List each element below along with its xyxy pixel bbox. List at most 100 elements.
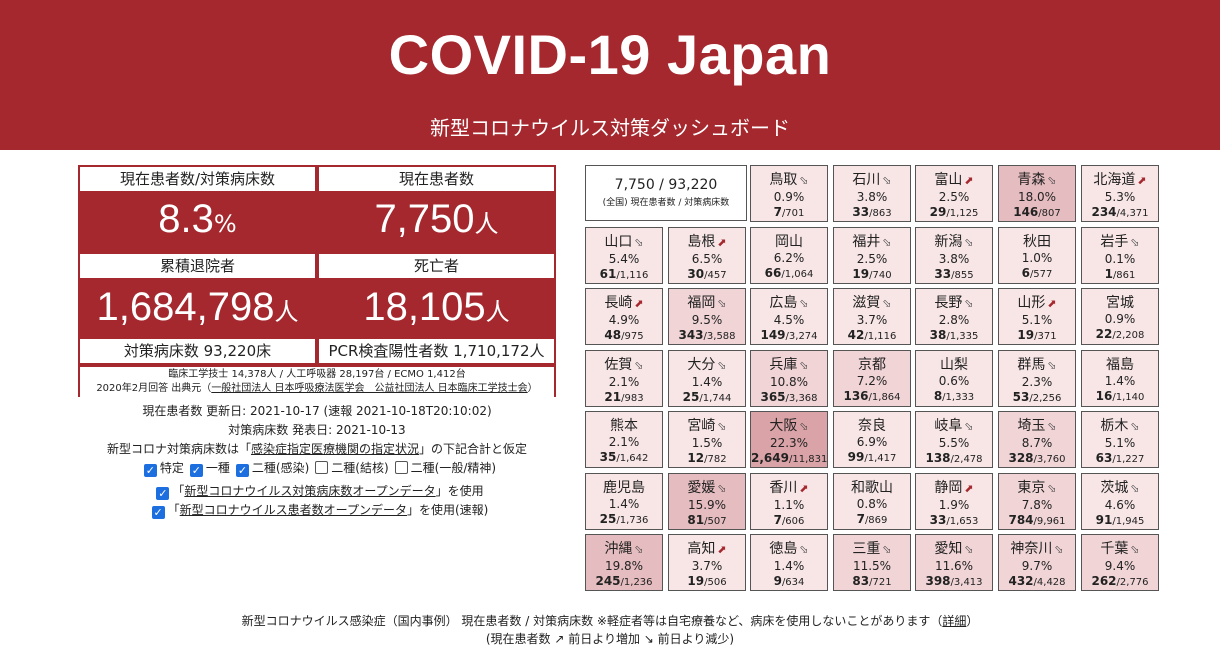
details-link[interactable]: 詳細 (942, 614, 967, 628)
prefecture-name: 島根 ⬈ (687, 234, 727, 250)
prefecture-name: 滋賀 ⬂ (852, 295, 892, 311)
prefecture-tile[interactable]: 滋賀 ⬂ 3.7% 42/1,116 (833, 288, 911, 345)
prefecture-ratio: 3.7% (856, 313, 888, 327)
prefecture-tile[interactable]: 埼玉 ⬂ 8.7% 328/3,760 (998, 411, 1076, 468)
prefecture-tile[interactable]: 愛知 ⬂ 11.6% 398/3,413 (915, 534, 993, 591)
use-beds-checkbox[interactable]: ✓ (156, 487, 170, 500)
bed-type-checkbox[interactable]: ✓ (143, 464, 157, 477)
footer-line1: 新型コロナウイルス感染症（国内事例） 現在患者数 / 対策病床数 ※軽症者等は自… (241, 614, 979, 628)
prefecture-counts: 343/3,588 (678, 328, 736, 342)
prefecture-tile[interactable]: 佐賀 ⬂ 2.1% 21/983 (585, 350, 663, 407)
prefecture-tile[interactable]: 高知 ⬈ 3.7% 19/506 (668, 534, 746, 591)
prefecture-tile[interactable]: 秋田 1.0% 6/577 (998, 227, 1076, 284)
prefecture-counts: 61/1,116 (599, 267, 649, 281)
prefecture-tile[interactable]: 香川 ⬈ 1.1% 7/606 (750, 473, 828, 530)
prefecture-tile[interactable]: 岐阜 ⬂ 5.5% 138/2,478 (915, 411, 993, 468)
prefecture-ratio: 2.8% (938, 313, 970, 327)
prefecture-tile[interactable]: 福井 ⬂ 2.5% 19/740 (833, 227, 911, 284)
prefecture-tile[interactable]: 宮崎 ⬂ 1.5% 12/782 (668, 411, 746, 468)
prefecture-ratio: 5.1% (1021, 313, 1053, 327)
prefecture-name: 和歌山 (851, 480, 893, 496)
prefecture-tile[interactable]: 福島 1.4% 16/1,140 (1081, 350, 1159, 407)
prefecture-tile[interactable]: 島根 ⬈ 6.5% 30/457 (668, 227, 746, 284)
prefecture-ratio: 1.4% (1104, 374, 1136, 388)
national-total-tile[interactable]: 7,750 / 93,220 (全国) 現在患者数 / 対策病床数 (585, 165, 747, 221)
prefecture-tile[interactable]: 石川 ⬂ 3.8% 33/863 (833, 165, 911, 222)
prefecture-tile[interactable]: 広島 ⬂ 4.5% 149/3,274 (750, 288, 828, 345)
prefecture-tile[interactable]: 静岡 ⬈ 1.9% 33/1,653 (915, 473, 993, 530)
prefecture-counts: 7/606 (773, 513, 805, 527)
bed-type-option[interactable]: ✓ 特定 (143, 461, 184, 477)
prefecture-counts: 48/975 (604, 328, 644, 342)
prefecture-tile[interactable]: 茨城 ⬂ 4.6% 91/1,945 (1081, 473, 1159, 530)
prefecture-tile[interactable]: 東京 ⬂ 7.8% 784/9,961 (998, 473, 1076, 530)
bed-type-checkbox[interactable] (315, 461, 329, 474)
prefecture-name: 大阪 ⬂ (769, 418, 809, 434)
trend-down-icon: ⬂ (799, 359, 809, 372)
patients-value: 7,750人 (374, 197, 499, 241)
prefecture-tile[interactable]: 宮城 0.9% 22/2,208 (1081, 288, 1159, 345)
prefecture-tile[interactable]: 青森 ⬂ 18.0% 146/807 (998, 165, 1076, 222)
prefecture-ratio: 8.7% (1021, 436, 1053, 450)
prefecture-tile[interactable]: 大阪 ⬂ 22.3% 2,649/11,831 (750, 411, 828, 468)
source-line1: 臨床工学技士 14,378人 / 人工呼吸器 28,197台 / ECMO 1,… (168, 369, 466, 380)
prefecture-tile[interactable]: 富山 ⬈ 2.5% 29/1,125 (915, 165, 993, 222)
prefecture-tile[interactable]: 千葉 ⬂ 9.4% 262/2,776 (1081, 534, 1159, 591)
bed-type-option[interactable]: 二種(一般/精神) (389, 461, 496, 475)
prefecture-tile[interactable]: 岩手 ⬂ 0.1% 1/861 (1081, 227, 1159, 284)
prefecture-tile[interactable]: 山形 ⬈ 5.1% 19/371 (998, 288, 1076, 345)
deaths-label: 死亡者 (319, 254, 554, 278)
prefecture-tile[interactable]: 新潟 ⬂ 3.8% 33/855 (915, 227, 993, 284)
prefecture-counts: 7/869 (856, 512, 888, 526)
prefecture-name: 福島 (1106, 357, 1134, 373)
patients-opendata-link[interactable]: 新型コロナウイルス患者数オープンデータ (179, 503, 407, 517)
trend-down-icon: ⬂ (882, 543, 892, 556)
prefecture-tile[interactable]: 兵庫 ⬂ 10.8% 365/3,368 (750, 350, 828, 407)
trend-down-icon: ⬂ (799, 543, 809, 556)
prefecture-name: 秋田 (1023, 234, 1051, 250)
prefecture-counts: 138/2,478 (925, 451, 983, 465)
prefecture-tile[interactable]: 大分 ⬂ 1.4% 25/1,744 (668, 350, 746, 407)
prefecture-tile[interactable]: 山梨 0.6% 8/1,333 (915, 350, 993, 407)
trend-down-icon: ⬂ (634, 236, 644, 249)
bed-type-checkbox[interactable]: ✓ (235, 464, 249, 477)
prefecture-tile[interactable]: 神奈川 ⬂ 9.7% 432/4,428 (998, 534, 1076, 591)
prefecture-tile[interactable]: 京都 7.2% 136/1,864 (833, 350, 911, 407)
trend-down-icon: ⬂ (634, 543, 644, 556)
prefecture-tile[interactable]: 三重 ⬂ 11.5% 83/721 (833, 534, 911, 591)
bed-type-option[interactable]: ✓ 二種(感染) (235, 461, 310, 477)
prefecture-tile[interactable]: 愛媛 ⬂ 15.9% 81/507 (668, 473, 746, 530)
bed-type-option[interactable]: ✓ 一種 (189, 461, 230, 477)
prefecture-tile[interactable]: 岡山 6.2% 66/1,064 (750, 227, 828, 284)
source-link[interactable]: 一般社団法人 日本呼吸療法医学会 公益社団法人 日本臨床工学技士会 (211, 383, 528, 394)
trend-down-icon: ⬂ (882, 174, 892, 187)
designation-link[interactable]: 感染症指定医療機関の指定状況 (250, 442, 419, 456)
bed-type-checkbox[interactable]: ✓ (189, 464, 203, 477)
prefecture-counts: 99/1,417 (847, 450, 897, 464)
bed-type-checkbox[interactable] (394, 461, 408, 474)
prefecture-tile[interactable]: 奈良 6.9% 99/1,417 (833, 411, 911, 468)
prefecture-tile[interactable]: 福岡 ⬂ 9.5% 343/3,588 (668, 288, 746, 345)
prefecture-tile[interactable]: 沖縄 ⬂ 19.8% 245/1,236 (585, 534, 663, 591)
use-beds-option[interactable]: ✓ 「新型コロナウイルス対策病床数オープンデータ」を使用 (156, 484, 484, 500)
beds-opendata-link[interactable]: 新型コロナウイルス対策病床数オープンデータ (184, 484, 436, 498)
prefecture-name: 岡山 (775, 234, 803, 250)
use-patients-option[interactable]: ✓ 「新型コロナウイルス患者数オープンデータ」を使用(速報) (151, 503, 489, 519)
prefecture-tile[interactable]: 長崎 ⬈ 4.9% 48/975 (585, 288, 663, 345)
prefecture-name: 愛知 ⬂ (934, 541, 974, 557)
bed-type-option[interactable]: 二種(結核) (309, 461, 389, 475)
use-patients-checkbox[interactable]: ✓ (151, 506, 165, 519)
prefecture-tile[interactable]: 徳島 ⬂ 1.4% 9/634 (750, 534, 828, 591)
prefecture-counts: 784/9,961 (1008, 513, 1066, 527)
prefecture-tile[interactable]: 山口 ⬂ 5.4% 61/1,116 (585, 227, 663, 284)
prefecture-tile[interactable]: 群馬 ⬂ 2.3% 53/2,256 (998, 350, 1076, 407)
prefecture-tile[interactable]: 和歌山 0.8% 7/869 (833, 473, 911, 530)
bed-type-checkboxes: ✓ 特定 ✓ 一種 ✓ 二種(感染) 二種(結核) 二種(一般/精神) (78, 459, 556, 478)
prefecture-tile[interactable]: 鳥取 ⬂ 0.9% 7/701 (750, 165, 828, 222)
prefecture-tile[interactable]: 熊本 2.1% 35/1,642 (585, 411, 663, 468)
prefecture-tile[interactable]: 北海道 ⬈ 5.3% 234/4,371 (1081, 165, 1159, 222)
prefecture-name: 長崎 ⬈ (604, 295, 644, 311)
prefecture-tile[interactable]: 栃木 ⬂ 5.1% 63/1,227 (1081, 411, 1159, 468)
prefecture-tile[interactable]: 鹿児島 1.4% 25/1,736 (585, 473, 663, 530)
prefecture-tile[interactable]: 長野 ⬂ 2.8% 38/1,335 (915, 288, 993, 345)
